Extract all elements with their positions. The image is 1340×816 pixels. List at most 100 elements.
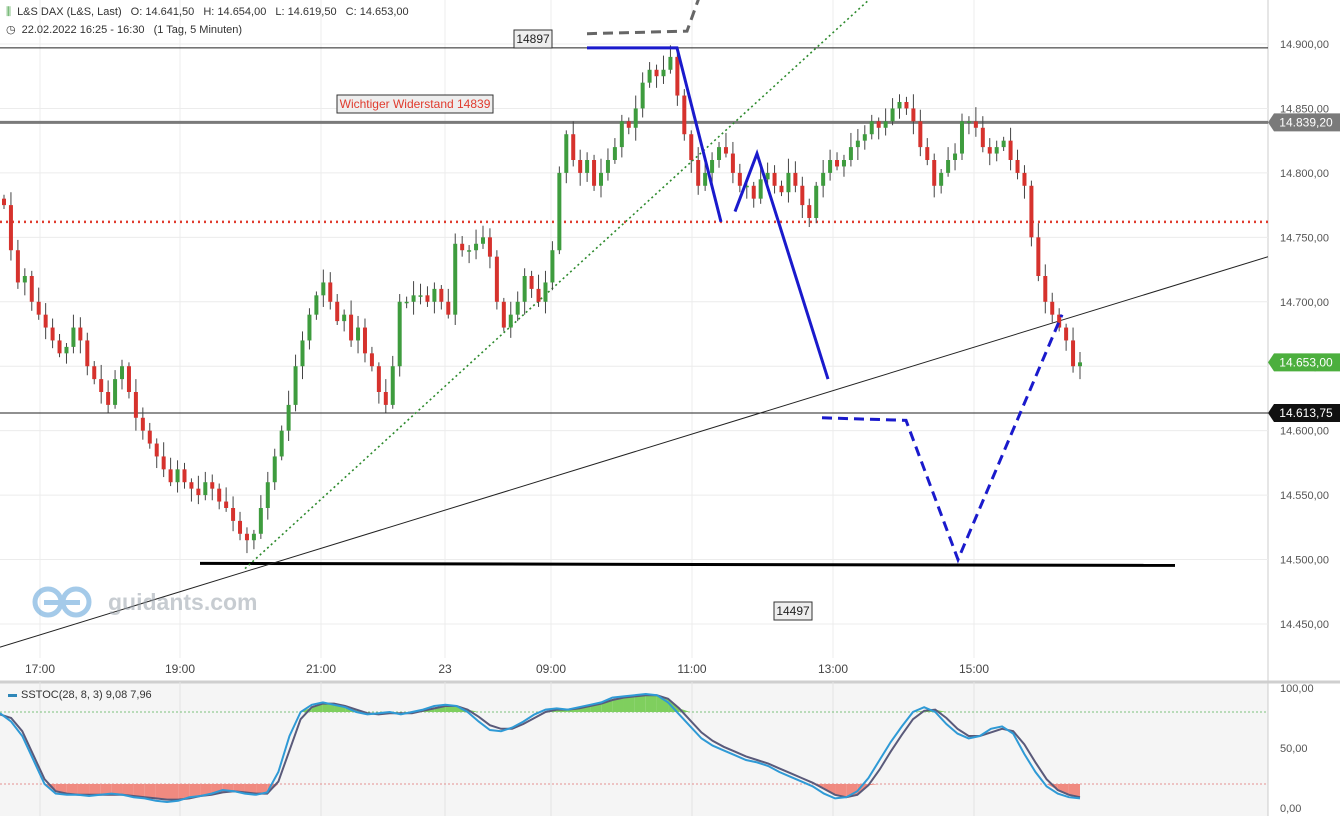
candle-body — [307, 314, 312, 341]
candle-body — [897, 102, 902, 109]
overbought-fill — [656, 695, 669, 712]
candle-body — [862, 134, 867, 141]
low-box: 14497 — [773, 601, 813, 621]
oversold-fill — [200, 784, 212, 796]
candle-body — [599, 172, 604, 186]
candle-body — [959, 121, 964, 154]
candle-body — [154, 443, 159, 457]
blue-drop-path — [587, 46, 723, 223]
time-tick-label: 19:00 — [165, 662, 195, 676]
candle-body — [1029, 185, 1034, 238]
candle-body — [550, 250, 555, 283]
candle-body — [2, 198, 6, 206]
stoch-tick-label: 50,00 — [1280, 743, 1308, 755]
candle-body — [460, 243, 465, 251]
candle-body — [605, 160, 610, 173]
candle-body — [362, 327, 367, 354]
candle-body — [411, 295, 416, 302]
price-levels — [0, 0, 1268, 648]
time-axis[interactable]: 17:00 19:00 21:00 23 09:00 11:00 13:00 15:00 — [25, 662, 989, 676]
candle-body — [335, 301, 340, 322]
low-value: L: 14.619,50 — [275, 6, 337, 18]
candle-body — [814, 185, 819, 218]
interval-value[interactable]: (1 Tag, 5 Minuten) — [153, 24, 243, 36]
oversold-fill — [835, 784, 847, 798]
candle-body — [196, 488, 201, 496]
candle-body — [1036, 237, 1041, 276]
stoch-inner — [0, 692, 1268, 804]
oversold-fill — [167, 784, 179, 800]
candle-body — [376, 366, 381, 392]
candle-body — [203, 482, 208, 496]
resistance-box-bg — [336, 94, 494, 114]
candle-body — [987, 147, 992, 154]
candle-body — [1057, 314, 1062, 328]
candle-body — [168, 469, 173, 483]
candle-body — [585, 160, 590, 173]
logo-icon — [32, 586, 92, 618]
candle-body — [8, 205, 13, 251]
high-value: H: 14.654,00 — [203, 6, 267, 18]
candle-body — [980, 127, 985, 148]
price-tick-label: 14.750,00 — [1280, 232, 1329, 244]
candle-body — [779, 185, 784, 193]
clock-icon: ◷ — [6, 24, 16, 36]
oversold-fill — [66, 784, 78, 795]
support-price-tag-bg — [1268, 403, 1340, 422]
stoch-legend[interactable]: SSTOC(28, 8, 3) 9,08 7,96 — [8, 689, 152, 701]
high-box: 14897 — [513, 29, 553, 49]
overbought-fill — [645, 695, 657, 712]
candle-body — [717, 147, 722, 160]
candle-body — [592, 160, 597, 186]
candle-body — [126, 366, 131, 392]
candle-body — [612, 147, 617, 160]
chart-type-icon[interactable]: ⫼ — [6, 6, 12, 18]
candle-body — [99, 379, 104, 392]
watermark-text: guidants.com — [108, 589, 258, 615]
candle-body — [57, 340, 62, 354]
candle-body — [841, 160, 846, 167]
overbought-fill — [445, 706, 457, 712]
bottom-line — [199, 561, 1176, 567]
resistance-price-tag-bg — [1268, 113, 1340, 132]
candle-body — [1008, 140, 1013, 160]
candle-body — [133, 392, 138, 418]
candle-body — [543, 282, 548, 302]
candle-body — [64, 346, 69, 354]
price-tick-label: 14.450,00 — [1280, 619, 1329, 631]
candle-body — [953, 153, 958, 160]
candle-body — [467, 250, 472, 252]
close-value: C: 14.653,00 — [345, 6, 409, 18]
instrument-name[interactable]: L&S DAX (L&S, Last) — [17, 6, 122, 18]
candle-body — [217, 488, 222, 502]
candle-body — [446, 301, 451, 315]
stoch-d-value: 7,96 — [130, 689, 152, 701]
oversold-fill — [244, 784, 257, 794]
candle-body — [640, 82, 645, 109]
candle-body — [224, 501, 229, 508]
candle-body — [821, 172, 826, 186]
time-tick-label: 11:00 — [677, 662, 706, 676]
stoch-k-line — [0, 692, 1081, 804]
price-tick-label: 14.900,00 — [1280, 39, 1329, 51]
resistance-price-tag: 14.839,20 — [1268, 113, 1340, 132]
candle-body — [807, 205, 812, 218]
candle-body — [369, 353, 374, 367]
low-box-bg — [773, 601, 813, 621]
candle-body — [675, 56, 680, 96]
oversold-fill — [144, 784, 156, 799]
low-box-text: 14497 — [776, 604, 810, 618]
stoch-tick-label: 0,00 — [1280, 803, 1301, 815]
candle-body — [43, 314, 48, 328]
candle-body — [633, 108, 638, 128]
candle-body — [300, 340, 305, 367]
stoch-title: SSTOC(28, 8, 3) — [21, 689, 103, 701]
oversold-fill — [155, 784, 168, 800]
overbought-fill — [612, 697, 624, 712]
candle-body — [1015, 160, 1020, 173]
candle-body — [106, 392, 111, 405]
price-tick-label: 14.800,00 — [1280, 168, 1329, 180]
candle-body — [793, 172, 798, 186]
candle-body — [557, 172, 562, 251]
candle-body — [661, 69, 666, 77]
